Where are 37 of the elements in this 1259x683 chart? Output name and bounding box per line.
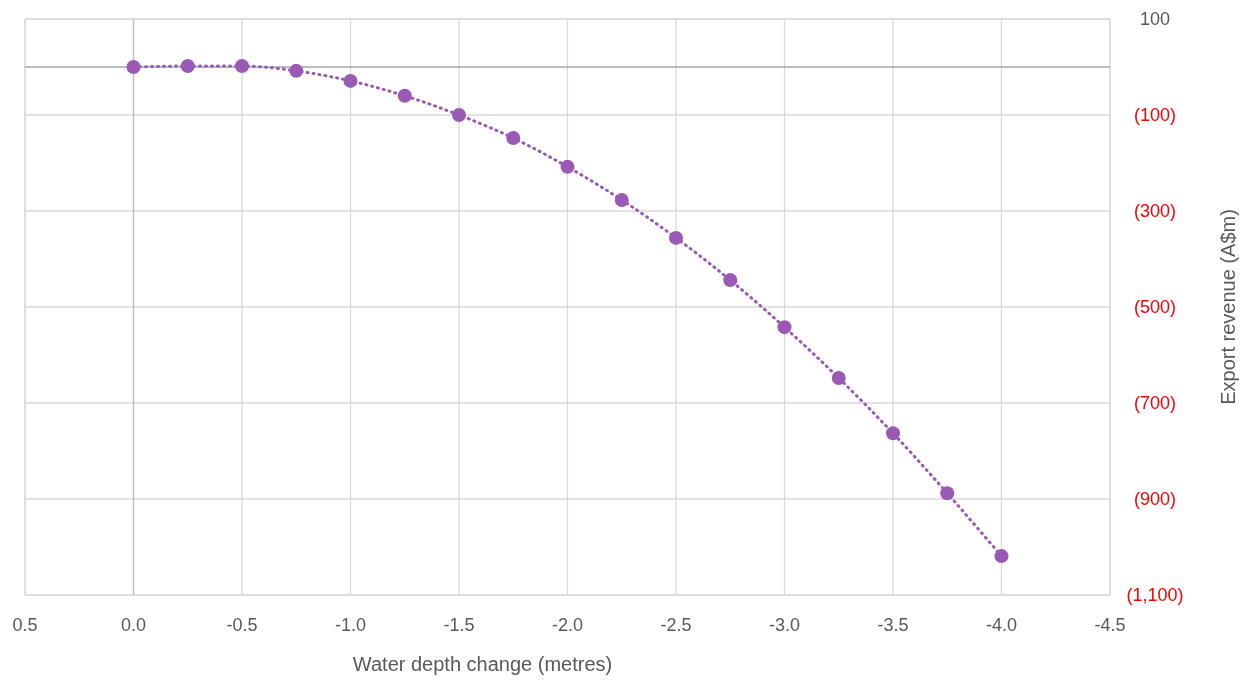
point: [397, 88, 412, 103]
y-tick-label: (500): [1133, 297, 1177, 317]
y-tick-label: (300): [1133, 201, 1177, 221]
point: [940, 486, 955, 501]
point: [180, 59, 195, 74]
x-tick-label: -2.0: [551, 615, 584, 635]
point: [614, 192, 629, 207]
point: [126, 60, 141, 74]
point: [886, 426, 900, 441]
y-tick-label: (1,100): [1126, 585, 1184, 605]
y-tick-label: (900): [1133, 489, 1177, 509]
point: [777, 320, 792, 335]
x-tick-label: 0.0: [120, 615, 147, 635]
point: [452, 108, 466, 122]
point: [669, 230, 683, 245]
point: [560, 159, 575, 174]
x-tick-label: -0.5: [226, 615, 258, 635]
x-tick-label: -1.0: [334, 615, 367, 635]
point: [289, 63, 304, 78]
y-tick-label: (100): [1133, 105, 1177, 125]
point: [831, 371, 846, 386]
x-tick-label: -3.0: [768, 615, 801, 635]
x-tick-label: -4.5: [1094, 615, 1126, 635]
point: [994, 549, 1009, 564]
x-tick-label: -1.5: [443, 615, 475, 635]
x-tick-label: 0.5: [12, 615, 38, 635]
point: [235, 59, 249, 74]
point: [506, 131, 521, 146]
x-axis-title: Water depth change (metres): [352, 653, 613, 675]
x-tick-label: -4.0: [985, 615, 1018, 635]
point: [723, 273, 738, 288]
y-axis-title: Export revenue (A$m): [1217, 209, 1239, 405]
point: [343, 73, 358, 88]
x-tick-label: -3.5: [877, 615, 909, 635]
y-tick-label: 100: [1139, 9, 1171, 29]
x-tick-label: -2.5: [660, 615, 692, 635]
y-tick-label: (700): [1133, 393, 1177, 413]
